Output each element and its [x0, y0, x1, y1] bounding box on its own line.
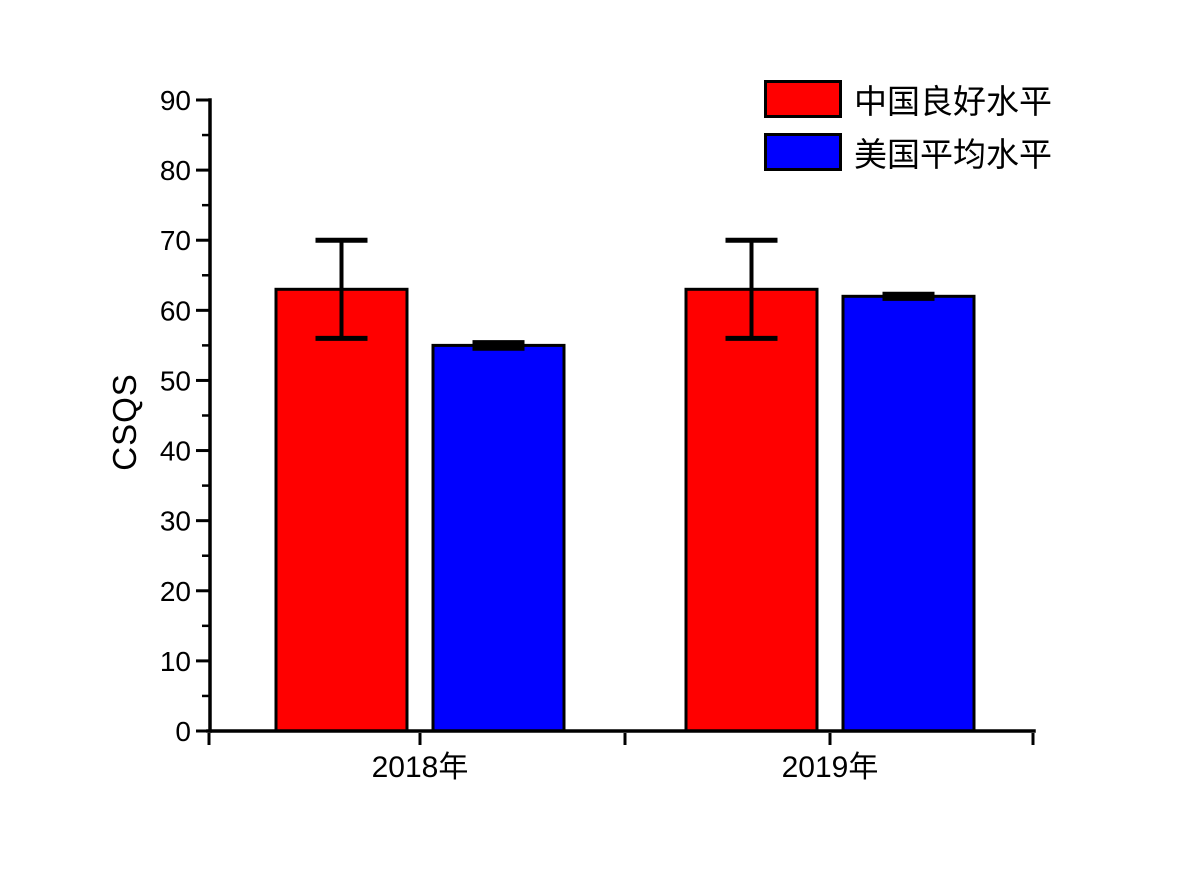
- legend-item-usa: 美国平均水平: [764, 128, 1052, 176]
- y-tick-label-30: 30: [160, 506, 191, 537]
- bar-s1-c0: [431, 343, 566, 733]
- bar-s0-c0: [274, 287, 409, 733]
- y-tick-label-40: 40: [160, 436, 191, 467]
- legend-item-china: 中国良好水平: [764, 75, 1052, 123]
- legend-label-china: 中国良好水平: [854, 83, 1052, 120]
- y-axis-title: CSQS: [106, 373, 143, 471]
- bar-s1-c1: [841, 294, 976, 733]
- y-tick-label-20: 20: [160, 576, 191, 607]
- bar-s0-c1: [684, 287, 819, 733]
- y-tick-label-70: 70: [160, 225, 191, 256]
- y-tick-label-80: 80: [160, 155, 191, 186]
- y-tick-label-50: 50: [160, 365, 191, 396]
- x-category-label-1: 2019年: [782, 751, 879, 784]
- legend-swatch-blue: [764, 133, 842, 171]
- y-tick-label-60: 60: [160, 295, 191, 326]
- legend: 中国良好水平 美国平均水平: [764, 75, 1052, 176]
- y-tick-label-0: 0: [175, 716, 191, 747]
- legend-swatch-red: [764, 80, 842, 118]
- y-tick-label-10: 10: [160, 646, 191, 677]
- x-category-label-0: 2018年: [372, 751, 469, 784]
- legend-label-usa: 美国平均水平: [854, 136, 1052, 173]
- y-tick-label-90: 90: [160, 85, 191, 116]
